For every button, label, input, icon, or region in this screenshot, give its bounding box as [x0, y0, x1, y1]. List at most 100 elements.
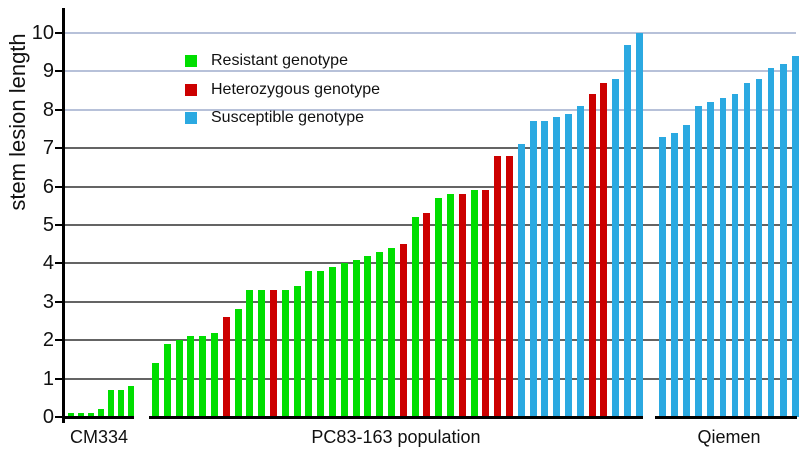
- x-baseline: [62, 416, 134, 419]
- y-tick-label: 10: [31, 22, 54, 44]
- gridline: [64, 147, 796, 150]
- y-tick-label: 0: [42, 406, 54, 428]
- bar: [780, 63, 787, 417]
- bar: [258, 290, 266, 417]
- bar: [376, 251, 384, 417]
- bar: [118, 390, 124, 417]
- bar: [222, 317, 230, 417]
- y-tick-label: 6: [42, 175, 54, 198]
- legend-item-susceptible: Susceptible genotype: [185, 104, 380, 133]
- y-tick-label: 8: [42, 98, 54, 121]
- bar: [695, 105, 702, 417]
- bar: [411, 217, 419, 417]
- bar: [281, 290, 289, 417]
- bar: [199, 336, 207, 417]
- bar: [340, 263, 348, 417]
- bar: [270, 290, 277, 417]
- gridline: [64, 108, 796, 111]
- y-tick-label: 3: [42, 290, 54, 313]
- y-tick-label: 5: [42, 214, 54, 236]
- bar: [77, 413, 84, 417]
- bar: [399, 244, 407, 417]
- bar: [234, 309, 242, 417]
- susceptible-swatch-icon: [185, 112, 197, 125]
- bar: [482, 190, 490, 417]
- bar: [541, 121, 549, 417]
- bar: [565, 113, 572, 417]
- bar: [707, 102, 714, 417]
- bar: [97, 409, 104, 417]
- y-axis-tick: [55, 70, 62, 73]
- resistant-swatch-icon: [185, 55, 197, 68]
- heterozygous-swatch-icon: [185, 83, 197, 96]
- bar: [600, 82, 608, 417]
- bar: [293, 286, 301, 417]
- y-axis-tick: [55, 147, 62, 150]
- bar: [553, 117, 561, 417]
- bar: [152, 363, 159, 417]
- y-axis-tick: [55, 185, 62, 188]
- bar: [352, 259, 360, 417]
- bar: [458, 194, 466, 417]
- bar: [329, 267, 336, 417]
- bar: [612, 79, 620, 417]
- y-tick-label: 2: [42, 329, 54, 352]
- bar: [719, 98, 726, 417]
- bar: [506, 155, 513, 417]
- y-axis-tick: [55, 108, 62, 111]
- bar: [87, 413, 94, 417]
- bar: [435, 198, 443, 417]
- legend-label: Heterozygous genotype: [211, 80, 380, 98]
- bar: [529, 121, 537, 417]
- bar: [683, 125, 690, 417]
- bar: [755, 79, 763, 417]
- y-tick-label: 9: [42, 60, 54, 83]
- bar: [494, 155, 502, 417]
- bar: [175, 340, 183, 417]
- y-axis-tick: [55, 377, 62, 380]
- legend-label: Susceptible genotype: [211, 109, 364, 127]
- y-axis-tick: [55, 339, 62, 342]
- y-axis-line: [62, 8, 65, 423]
- legend-label: Resistant genotype: [211, 52, 348, 70]
- bar: [128, 386, 135, 417]
- bar: [305, 271, 313, 417]
- gridline: [64, 185, 796, 188]
- bar: [364, 255, 372, 417]
- bar: [423, 213, 431, 417]
- bar: [388, 248, 395, 417]
- y-tick-label: 4: [42, 252, 54, 275]
- group-label: PC83-163 population: [311, 427, 481, 447]
- bar: [576, 105, 584, 417]
- bar: [635, 33, 643, 417]
- bar: [447, 194, 454, 417]
- y-axis-tick: [55, 224, 62, 226]
- bar: [67, 413, 74, 417]
- bar: [517, 144, 525, 417]
- group-label: Qiemen: [697, 427, 761, 447]
- legend: Resistant genotype Heterozygous genotype…: [185, 47, 380, 133]
- bar: [659, 136, 666, 417]
- y-axis-tick: [55, 300, 62, 303]
- bar: [187, 336, 195, 417]
- legend-item-resistant: Resistant genotype: [185, 47, 380, 76]
- bar: [246, 290, 254, 417]
- bar: [624, 44, 631, 417]
- bar: [107, 390, 114, 417]
- bar: [731, 94, 739, 417]
- y-tick-label: 7: [42, 137, 54, 160]
- y-axis-tick: [55, 32, 62, 34]
- bar: [470, 190, 478, 417]
- bar: [792, 56, 799, 417]
- group-label: CM334: [69, 427, 129, 447]
- legend-item-heterozygous: Heterozygous genotype: [185, 76, 380, 105]
- bar: [588, 94, 596, 417]
- bar: [163, 344, 171, 417]
- x-baseline: [149, 416, 643, 419]
- y-tick-label: 1: [42, 367, 54, 390]
- bar: [317, 271, 325, 417]
- bar: [743, 82, 751, 417]
- gridline: [64, 32, 796, 34]
- bar: [767, 67, 775, 417]
